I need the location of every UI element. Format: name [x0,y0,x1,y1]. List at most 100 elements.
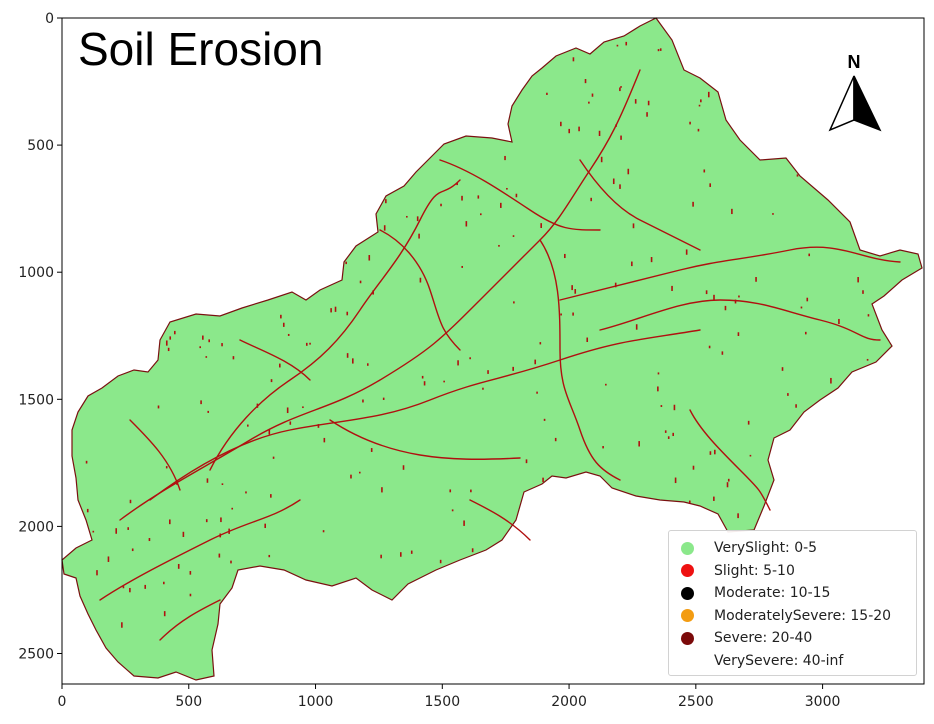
erosion-speckle [709,451,712,455]
erosion-channels [85,41,901,641]
erosion-speckle [280,314,282,319]
erosion-speckle [737,513,739,519]
erosion-speckle [572,312,574,316]
erosion-speckle [487,370,489,374]
erosion-channel [239,339,311,381]
erosion-speckle [282,322,285,327]
erosion-speckle [456,182,458,186]
erosion-speckle [471,548,474,553]
erosion-speckle [451,509,454,512]
erosion-speckle [660,405,663,407]
erosion-speckle [359,280,362,284]
erosion-speckle [506,187,508,190]
erosion-speckle [477,195,480,199]
erosion-speckle [383,225,386,231]
erosion-speckle [402,465,405,470]
erosion-speckle [465,221,468,227]
erosion-speckle [737,332,740,336]
erosion-speckle [738,295,740,298]
erosion-speckle [345,261,347,265]
erosion-speckle [709,183,711,187]
erosion-speckle [692,465,695,470]
erosion-speckle [671,285,673,291]
erosion-speckle [228,528,230,534]
erosion-speckle [504,155,506,161]
erosion-speckle [449,489,452,493]
erosion-speckle [122,586,125,589]
erosion-speckle [708,345,711,349]
erosion-speckle [221,343,223,347]
erosion-speckle [231,507,234,510]
erosion-speckle [268,429,271,435]
erosion-speckle [421,375,424,379]
erosion-speckle [590,197,592,202]
erosion-channel [469,499,531,541]
erosion-speckle [616,44,619,47]
erosion-speckle [650,257,653,263]
erosion-speckle [500,202,502,208]
y-axis: 0 500 1000 1500 2000 2500 [18,11,62,662]
erosion-speckle [148,538,151,542]
erosion-speckle [85,460,88,464]
erosion-speckle [182,531,185,537]
erosion-speckle [605,383,607,386]
erosion-speckle [591,93,594,97]
erosion-speckle [638,441,640,447]
erosion-speckle [470,489,472,493]
legend-swatch [681,541,694,555]
erosion-speckle [543,418,546,421]
erosion-speckle [657,386,659,392]
map-title: Soil Erosion [78,23,324,75]
erosion-speckle [806,297,809,302]
erosion-speckle [620,86,622,88]
erosion-speckle [287,333,290,336]
erosion-speckle [418,233,420,239]
erosion-speckle [857,277,859,283]
erosion-speckle [525,459,528,464]
legend-item: Moderate: 10-15 [681,582,908,605]
erosion-speckle [615,124,617,127]
y-tick-label: 1500 [18,392,54,408]
erosion-speckle [498,244,500,247]
erosion-speckle [647,100,650,106]
erosion-speckle [165,466,168,469]
erosion-speckle [286,407,289,414]
erosion-speckle [673,404,676,411]
erosion-speckle [382,397,385,400]
x-tick-label: 3000 [805,694,841,710]
erosion-speckle [245,491,247,494]
erosion-speckle [406,215,408,218]
erosion-speckle [598,130,601,137]
erosion-speckle [688,500,691,504]
erosion-speckle [755,277,757,282]
erosion-speckle [659,48,662,51]
erosion-speckle [205,519,208,523]
erosion-speckle [796,174,799,177]
erosion-speckle [787,393,789,396]
erosion-speckle [560,313,562,316]
erosion-speckle [366,363,369,366]
erosion-speckle [370,448,373,452]
erosion-speckle [169,519,171,525]
erosion-speckle [479,213,482,216]
erosion-channel [539,239,621,481]
erosion-speckle [270,494,272,498]
erosion-speckle [381,487,383,493]
legend-label: Slight: 5-10 [714,562,795,579]
erosion-speckle [703,169,706,173]
erosion-speckle [272,456,275,459]
erosion-speckle [323,437,326,443]
erosion-channel [149,329,701,501]
erosion-speckle [539,342,542,345]
erosion-speckle [721,351,724,355]
erosion-speckle [600,156,603,163]
erosion-speckle [218,553,221,558]
basin-area [61,17,923,681]
erosion-speckle [546,92,548,95]
erosion-speckle [560,121,562,127]
legend-label: VerySevere: 40-inf [714,652,844,669]
erosion-speckle [189,571,192,575]
legend-swatch [681,609,694,623]
erosion-speckle [588,101,590,104]
